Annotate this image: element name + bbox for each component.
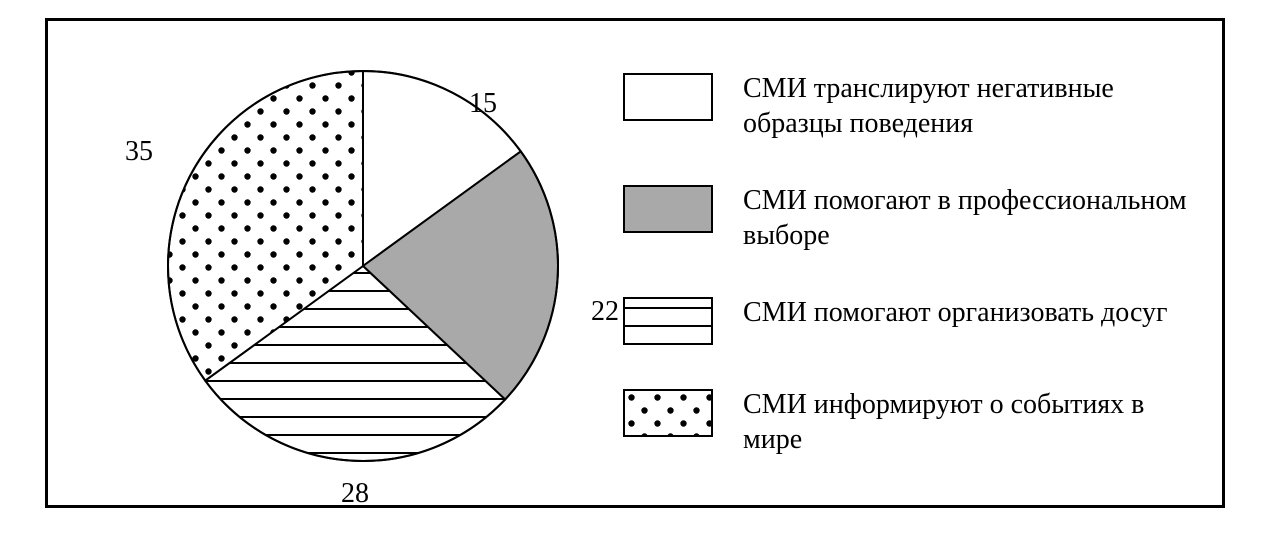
legend-swatch-0 bbox=[623, 73, 713, 121]
legend-text-2: СМИ помогают организовать досуг bbox=[743, 295, 1167, 330]
figure-content: 15222835 СМИ транслируют негативные обра… bbox=[48, 21, 1222, 505]
chart-column: 15222835 bbox=[48, 21, 593, 505]
legend-text-3: СМИ информируют о событиях в мире bbox=[743, 387, 1202, 457]
legend-row-3: СМИ информируют о событиях в мире bbox=[623, 387, 1202, 457]
legend-text-1: СМИ помогают в профессиональном выборе bbox=[743, 183, 1202, 253]
legend-swatch-1 bbox=[623, 185, 713, 233]
legend-swatch-3 bbox=[623, 389, 713, 437]
pie-label-3: 35 bbox=[125, 136, 153, 168]
legend-swatch-2 bbox=[623, 297, 713, 345]
legend-row-2: СМИ помогают организовать досуг bbox=[623, 295, 1202, 345]
pie-label-1: 22 bbox=[591, 296, 619, 328]
legend-row-1: СМИ помогают в профессиональном выборе bbox=[623, 183, 1202, 253]
pie-label-2: 28 bbox=[341, 478, 369, 510]
pie-label-0: 15 bbox=[469, 88, 497, 120]
legend-text-0: СМИ транслируют негативные образцы повед… bbox=[743, 71, 1202, 141]
legend-column: СМИ транслируют негативные образцы повед… bbox=[593, 21, 1222, 505]
legend-row-0: СМИ транслируют негативные образцы повед… bbox=[623, 71, 1202, 141]
pie-chart: 15222835 bbox=[163, 66, 563, 466]
figure-frame: 15222835 СМИ транслируют негативные обра… bbox=[45, 18, 1225, 508]
